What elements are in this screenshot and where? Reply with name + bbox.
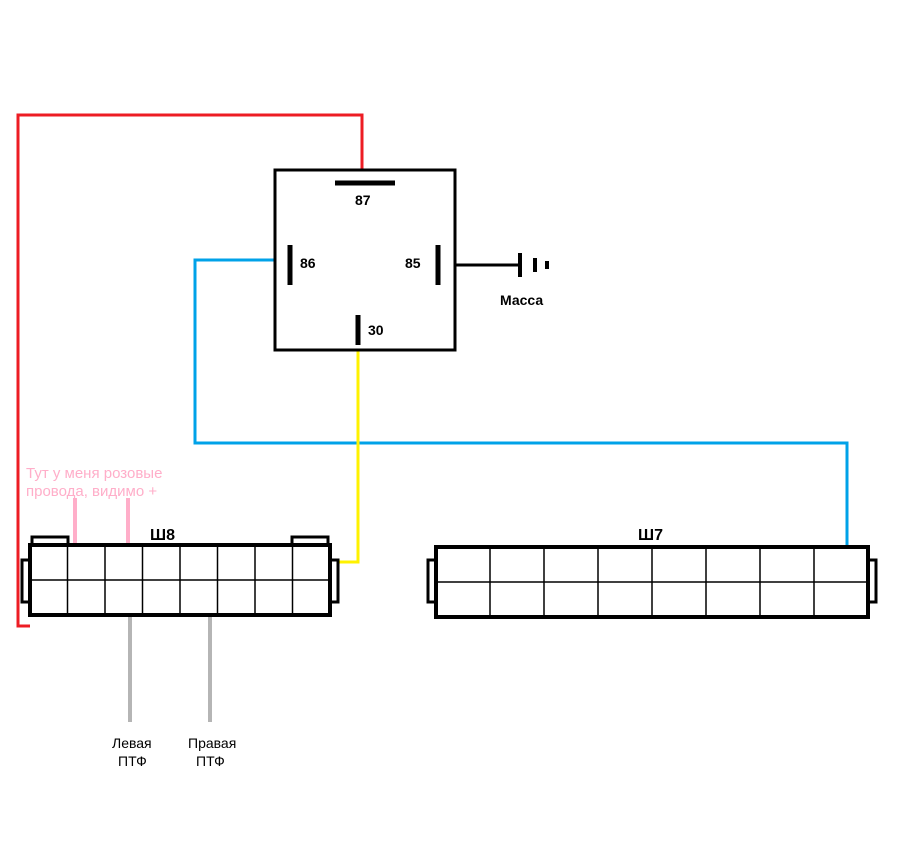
sh8-label: Ш8 [150, 527, 175, 544]
right-ptf-label: Правая ПТФ [188, 735, 236, 769]
pin-86-label: 86 [300, 255, 316, 271]
wiring-diagram: 87 86 85 30 Масса Ш8 [0, 0, 899, 867]
left-ptf-line1: Левая [112, 735, 152, 751]
pink-note-line1: Тут у меня розовые [26, 465, 162, 482]
wire-yellow [292, 350, 358, 562]
connector-sh7: Ш7 [428, 527, 876, 617]
right-ptf-line2: ПТФ [196, 753, 225, 769]
pink-note-line2: провода, видимо + [26, 483, 157, 500]
connector-sh8: Ш8 [22, 527, 338, 615]
pin-85-label: 85 [405, 255, 421, 271]
pink-note: Тут у меня розовые провода, видимо + [26, 465, 162, 500]
ground-label: Масса [500, 292, 543, 308]
ground-symbol: Масса [455, 253, 547, 308]
relay: 87 86 85 30 [275, 170, 455, 350]
right-ptf-line1: Правая [188, 735, 236, 751]
pin-30-label: 30 [368, 322, 384, 338]
sh7-label: Ш7 [638, 527, 663, 544]
left-ptf-line2: ПТФ [118, 753, 147, 769]
pin-87-label: 87 [355, 192, 371, 208]
left-ptf-label: Левая ПТФ [112, 735, 152, 769]
